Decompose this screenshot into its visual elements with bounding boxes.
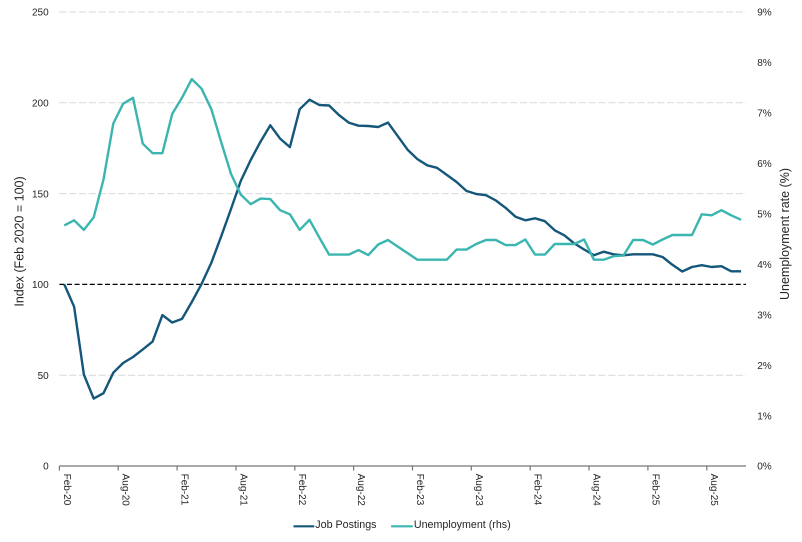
- svg-text:3%: 3%: [757, 310, 772, 321]
- svg-text:8%: 8%: [757, 58, 772, 69]
- svg-text:0: 0: [43, 462, 49, 473]
- svg-text:100: 100: [32, 280, 49, 291]
- svg-text:Unemployment (rhs): Unemployment (rhs): [414, 519, 511, 531]
- svg-text:Feb-25: Feb-25: [649, 474, 660, 506]
- svg-text:Aug-20: Aug-20: [120, 474, 131, 507]
- svg-text:Feb-20: Feb-20: [61, 474, 72, 506]
- svg-text:6%: 6%: [757, 159, 772, 170]
- svg-text:Feb-22: Feb-22: [296, 474, 307, 506]
- svg-text:Aug-24: Aug-24: [590, 474, 601, 507]
- svg-text:Feb-21: Feb-21: [179, 474, 190, 506]
- svg-text:50: 50: [38, 371, 50, 382]
- svg-text:200: 200: [32, 99, 49, 110]
- svg-text:2%: 2%: [757, 361, 772, 372]
- svg-text:Aug-22: Aug-22: [355, 474, 366, 507]
- svg-text:9%: 9%: [757, 8, 772, 19]
- svg-text:Feb-24: Feb-24: [532, 474, 543, 506]
- svg-text:Feb-23: Feb-23: [414, 474, 425, 506]
- svg-text:250: 250: [32, 8, 49, 19]
- svg-text:0%: 0%: [757, 462, 772, 473]
- svg-text:Aug-23: Aug-23: [473, 474, 484, 507]
- svg-text:150: 150: [32, 189, 49, 200]
- svg-text:5%: 5%: [757, 210, 772, 221]
- svg-text:1%: 1%: [757, 411, 772, 422]
- svg-text:Index (Feb 2020 = 100): Index (Feb 2020 = 100): [13, 176, 27, 306]
- svg-text:7%: 7%: [757, 109, 772, 120]
- svg-text:4%: 4%: [757, 260, 772, 271]
- svg-text:Unemployment rate (%): Unemployment rate (%): [778, 168, 792, 300]
- svg-text:Aug-25: Aug-25: [708, 474, 719, 507]
- svg-text:Aug-21: Aug-21: [237, 474, 248, 507]
- svg-text:Job Postings: Job Postings: [315, 519, 376, 531]
